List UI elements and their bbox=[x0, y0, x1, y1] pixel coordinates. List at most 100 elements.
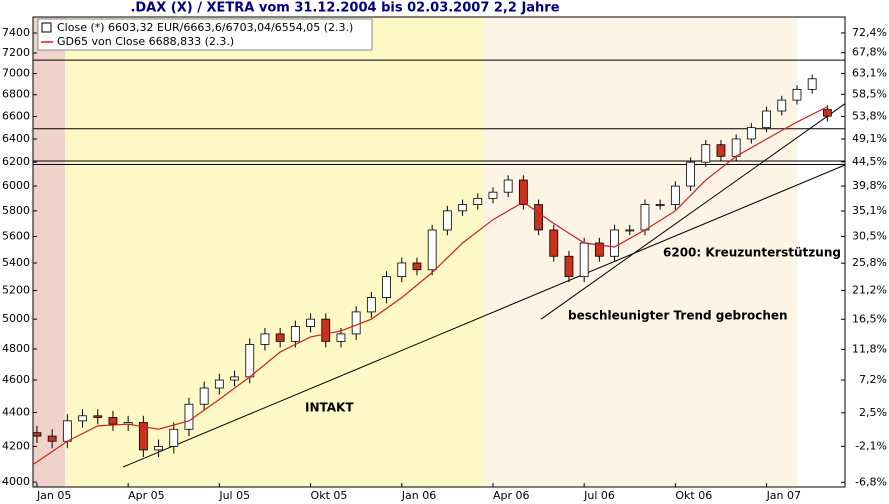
candle-body bbox=[655, 204, 665, 206]
y-tick-label: 6600 bbox=[2, 110, 30, 123]
plot-frame bbox=[32, 16, 846, 488]
candle-body bbox=[686, 161, 695, 187]
candle-body bbox=[473, 197, 483, 205]
y2-tick-label: 67,8% bbox=[852, 46, 887, 59]
candle-body bbox=[260, 333, 270, 345]
x-tick-label: Apr 05 bbox=[128, 489, 165, 502]
annotation: beschleunigter Trend gebrochen bbox=[568, 309, 788, 323]
candle-body bbox=[366, 297, 376, 313]
candle-body bbox=[792, 88, 802, 101]
trend-line bbox=[540, 103, 846, 320]
candle-body bbox=[807, 78, 817, 90]
x-tick-label: Okt 06 bbox=[675, 489, 712, 502]
period-band bbox=[483, 17, 797, 487]
x-tick-label: Okt 05 bbox=[311, 489, 348, 502]
y2-tick-label: 16,5% bbox=[852, 312, 887, 325]
y-tick-label: 5800 bbox=[2, 204, 30, 217]
y-tick-label: 7200 bbox=[2, 46, 30, 59]
candle-body bbox=[382, 276, 391, 298]
y2-tick-label: -6,8% bbox=[855, 475, 887, 488]
x-tick-label: Apr 06 bbox=[493, 489, 530, 502]
annotation: 6200: Kreuzunterstützung bbox=[663, 246, 841, 260]
candle-body bbox=[625, 229, 635, 232]
y2-tick-label: 58,5% bbox=[852, 87, 887, 100]
candle-body bbox=[594, 242, 604, 257]
candle-body bbox=[306, 318, 315, 327]
candle-body bbox=[549, 229, 559, 257]
candle-body bbox=[169, 428, 179, 447]
ma-line bbox=[33, 106, 828, 465]
candle-body bbox=[154, 446, 163, 451]
candle-body bbox=[214, 379, 224, 389]
candle-body bbox=[412, 262, 422, 271]
candle-body bbox=[458, 204, 467, 212]
y2-tick-label: 2,5% bbox=[859, 406, 887, 419]
legend-swatch bbox=[41, 22, 52, 33]
x-tick-label: Jul 05 bbox=[218, 489, 250, 502]
x-tick-label: Jan 06 bbox=[401, 489, 436, 502]
candle-body bbox=[579, 242, 589, 278]
candle-body bbox=[62, 420, 72, 442]
y2-tick-label: -2,1% bbox=[855, 439, 887, 452]
candle-body bbox=[716, 144, 726, 157]
candle-body bbox=[442, 210, 452, 231]
y-tick-label: 6400 bbox=[2, 132, 30, 145]
candle-body bbox=[610, 229, 619, 257]
y-tick-label: 5000 bbox=[2, 312, 30, 325]
candle-body bbox=[701, 144, 711, 163]
candle-body bbox=[199, 387, 209, 405]
y2-tick-label: 11,8% bbox=[852, 342, 887, 355]
candle-body bbox=[230, 376, 239, 381]
candle-body bbox=[427, 229, 437, 271]
y-tick-label: 4200 bbox=[2, 439, 30, 452]
y2-tick-label: 21,2% bbox=[852, 283, 887, 296]
candle-body bbox=[518, 179, 528, 205]
x-tick-label: Jan 07 bbox=[766, 489, 801, 502]
y2-tick-label: 53,8% bbox=[852, 109, 887, 122]
y-tick-label: 6200 bbox=[2, 155, 30, 168]
y-tick-label: 4800 bbox=[2, 342, 30, 355]
y-tick-label: 7400 bbox=[2, 26, 30, 39]
period-band bbox=[65, 17, 483, 487]
candle-body bbox=[245, 344, 255, 378]
y2-tick-label: 35,1% bbox=[852, 204, 887, 217]
candle-body bbox=[503, 179, 513, 193]
y2-tick-label: 44,5% bbox=[852, 155, 887, 168]
y-tick-label: 6800 bbox=[2, 88, 30, 101]
candle-body bbox=[47, 435, 57, 442]
candle-body bbox=[138, 422, 148, 451]
candle-body bbox=[488, 191, 498, 199]
candle-body bbox=[351, 311, 361, 335]
candle-body bbox=[336, 333, 346, 342]
legend-label: Close (*) 6603,32 EUR/6663,6/6703,04/655… bbox=[57, 21, 353, 34]
y-tick-label: 5600 bbox=[2, 229, 30, 242]
candle-body bbox=[78, 415, 87, 422]
y2-tick-label: 72,4% bbox=[852, 26, 887, 39]
y2-tick-label: 7,2% bbox=[859, 373, 887, 386]
legend bbox=[37, 18, 373, 51]
y2-tick-label: 25,8% bbox=[852, 256, 887, 269]
y-tick-label: 5400 bbox=[2, 256, 30, 269]
y-tick-label: 6000 bbox=[2, 179, 30, 192]
annotation: INTAKT bbox=[305, 401, 354, 415]
y-tick-label: 4600 bbox=[2, 373, 30, 386]
candle-body bbox=[822, 109, 832, 117]
candle-body bbox=[670, 185, 680, 205]
candle-body bbox=[762, 110, 771, 129]
trend-line bbox=[122, 164, 846, 468]
y-tick-label: 5200 bbox=[2, 284, 30, 297]
candle-body bbox=[32, 432, 42, 437]
legend-label: GD65 von Close 6688,833 (2.3.) bbox=[57, 35, 234, 48]
candle-body bbox=[275, 333, 285, 342]
candle-body bbox=[746, 127, 756, 140]
candle-body bbox=[731, 138, 741, 157]
candle-body bbox=[290, 326, 300, 342]
y2-tick-label: 30,5% bbox=[852, 229, 887, 242]
candle-body bbox=[564, 255, 574, 278]
candle-body bbox=[321, 318, 331, 342]
candle-body bbox=[93, 415, 103, 418]
x-tick-label: Jul 06 bbox=[583, 489, 615, 502]
y-tick-label: 7000 bbox=[2, 67, 30, 80]
candle-body bbox=[640, 204, 650, 231]
